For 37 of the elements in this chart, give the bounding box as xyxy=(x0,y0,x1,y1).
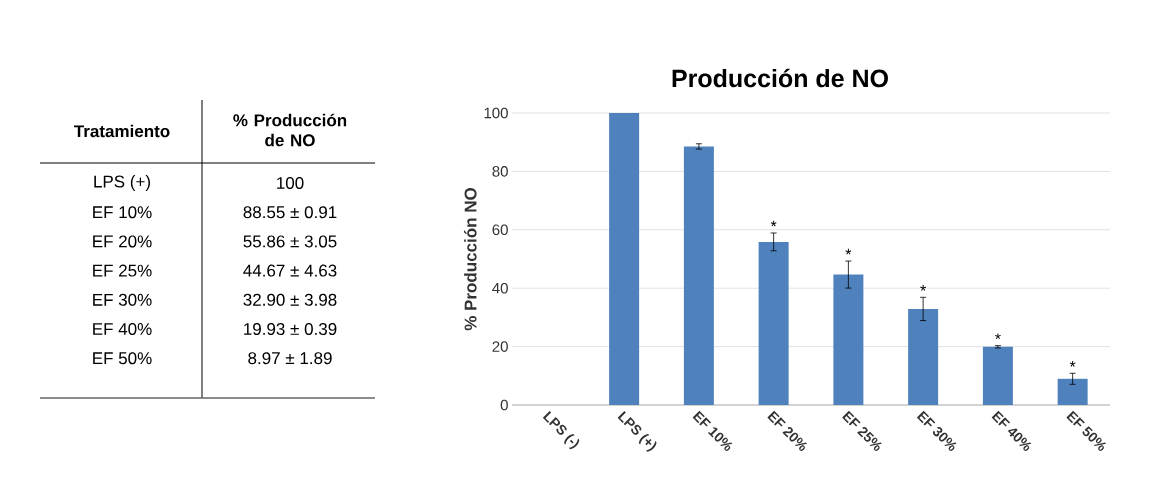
text: 100 xyxy=(277,176,304,190)
category-label: EF 20% xyxy=(93,235,152,248)
annotation: * xyxy=(770,220,777,227)
category-label: LPS (+) xyxy=(94,175,150,191)
category-label: EF 40% xyxy=(93,322,152,336)
category-label: EF 30% xyxy=(93,293,152,306)
y-tick-label: 80 xyxy=(492,166,508,177)
chart-title: Producción de NO xyxy=(672,68,888,88)
category-label: EF 10% xyxy=(93,206,152,219)
y-tick-label: 100 xyxy=(484,107,508,119)
text: 8.97 ± 1.89 xyxy=(248,352,332,365)
y-tick-label: 40 xyxy=(492,282,508,294)
bar xyxy=(908,308,939,405)
annotation: * xyxy=(845,248,852,255)
y-tick-label: 20 xyxy=(492,341,508,352)
annotation: * xyxy=(1069,361,1076,367)
bar xyxy=(982,346,1013,405)
text: 44.67 ± 4.63 xyxy=(243,264,337,277)
text: 32.90 ± 3.98 xyxy=(243,293,337,306)
annotation: * xyxy=(920,285,926,291)
category-label: EF 25% xyxy=(93,264,152,277)
bar xyxy=(683,146,714,405)
category-label: EF 50% xyxy=(93,352,152,365)
bar xyxy=(758,241,789,405)
y-tick-label: 0 xyxy=(500,399,508,411)
bar xyxy=(1057,378,1088,405)
text: 19.93 ± 0.39 xyxy=(244,322,337,336)
bar xyxy=(833,274,864,405)
text: 55.86 ± 3.05 xyxy=(243,235,337,248)
bar xyxy=(609,113,640,405)
text: 88.55 ± 0.91 xyxy=(243,206,337,219)
annotation: * xyxy=(995,333,1001,340)
text: % Producción de NO xyxy=(233,113,347,147)
text: Tratamiento xyxy=(74,124,170,138)
y-axis-title: % Producción NO xyxy=(463,187,477,331)
y-tick-label: 60 xyxy=(492,224,508,236)
x-tick-label: EF 40% xyxy=(991,410,1032,451)
